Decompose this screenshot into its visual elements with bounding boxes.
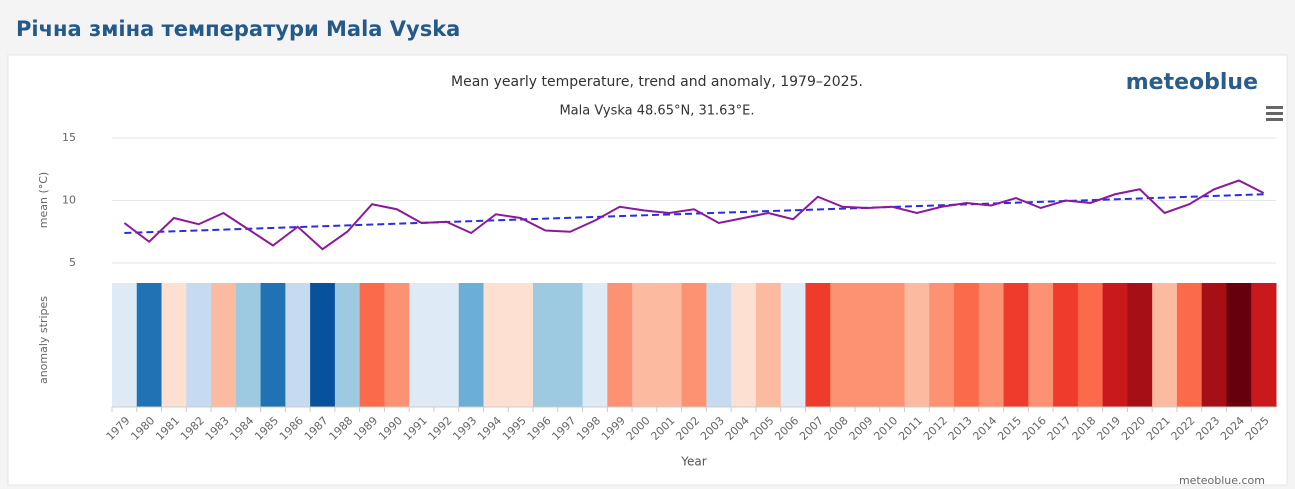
anomaly-stripe — [533, 283, 559, 407]
anomaly-stripe — [731, 283, 757, 407]
anomaly-stripe — [359, 283, 385, 407]
anomaly-stripe — [1226, 283, 1252, 407]
stripes-label: anomaly stripes — [37, 296, 50, 384]
anomaly-stripe — [235, 283, 262, 407]
anomaly-stripe — [557, 283, 584, 407]
anomaly-stripe — [879, 283, 906, 407]
y-tick-label: 5 — [69, 256, 76, 269]
anomaly-stripe — [805, 283, 831, 407]
anomaly-stripe — [483, 283, 509, 407]
anomaly-stripe — [186, 283, 212, 407]
anomaly-stripe — [706, 283, 732, 407]
anomaly-stripe — [508, 283, 534, 407]
anomaly-stripe — [830, 283, 856, 407]
anomaly-stripe — [211, 283, 237, 407]
anomaly-stripe — [1102, 283, 1128, 407]
menu-icon[interactable] — [1266, 106, 1283, 121]
anomaly-stripe — [310, 283, 336, 407]
anomaly-stripe — [285, 283, 311, 407]
x-axis-label: Year — [680, 455, 706, 469]
anomaly-stripe — [929, 283, 955, 407]
anomaly-stripe — [582, 283, 608, 407]
anomaly-stripe — [260, 283, 286, 407]
anomaly-stripe — [334, 283, 361, 407]
anomaly-stripe — [904, 283, 930, 407]
anomaly-stripe — [1152, 283, 1178, 407]
y-tick-label: 15 — [62, 131, 76, 144]
y-axis-label: mean (°C) — [37, 172, 50, 228]
anomaly-stripe — [1127, 283, 1153, 407]
anomaly-stripe — [1176, 283, 1203, 407]
y-tick-label: 10 — [62, 194, 76, 207]
mean-line — [123, 179, 1265, 251]
anomaly-stripe — [1053, 283, 1079, 407]
page-title: Річна зміна температури Mala Vyska — [16, 17, 460, 41]
anomaly-stripe — [161, 283, 187, 407]
anomaly-stripe — [607, 283, 633, 407]
anomaly-stripe — [1028, 283, 1054, 407]
chart-subtitle: Mala Vyska 48.65°N, 31.63°E. — [559, 104, 754, 119]
anomaly-stripe — [978, 283, 1005, 407]
credit: meteoblue.com — [1179, 474, 1265, 487]
anomaly-stripe — [409, 283, 435, 407]
anomaly-stripe — [112, 283, 138, 407]
chart-box — [7, 54, 1288, 486]
anomaly-stripe — [854, 283, 881, 407]
anomaly-stripe — [755, 283, 782, 407]
anomaly-stripe — [1003, 283, 1029, 407]
anomaly-stripe — [1251, 283, 1277, 407]
anomaly-stripe — [1077, 283, 1104, 407]
anomaly-stripe — [954, 283, 980, 407]
anomaly-stripe — [458, 283, 484, 407]
anomaly-stripe — [1201, 283, 1227, 407]
anomaly-stripe — [656, 283, 683, 407]
anomaly-stripe — [681, 283, 707, 407]
anomaly-stripe — [136, 283, 163, 407]
anomaly-stripe — [384, 283, 410, 407]
logo: meteoblue — [1126, 70, 1258, 95]
chart-title: Mean yearly temperature, trend and anoma… — [451, 74, 863, 90]
anomaly-stripe — [632, 283, 658, 407]
anomaly-stripe — [780, 283, 806, 407]
anomaly-stripe — [433, 283, 460, 407]
